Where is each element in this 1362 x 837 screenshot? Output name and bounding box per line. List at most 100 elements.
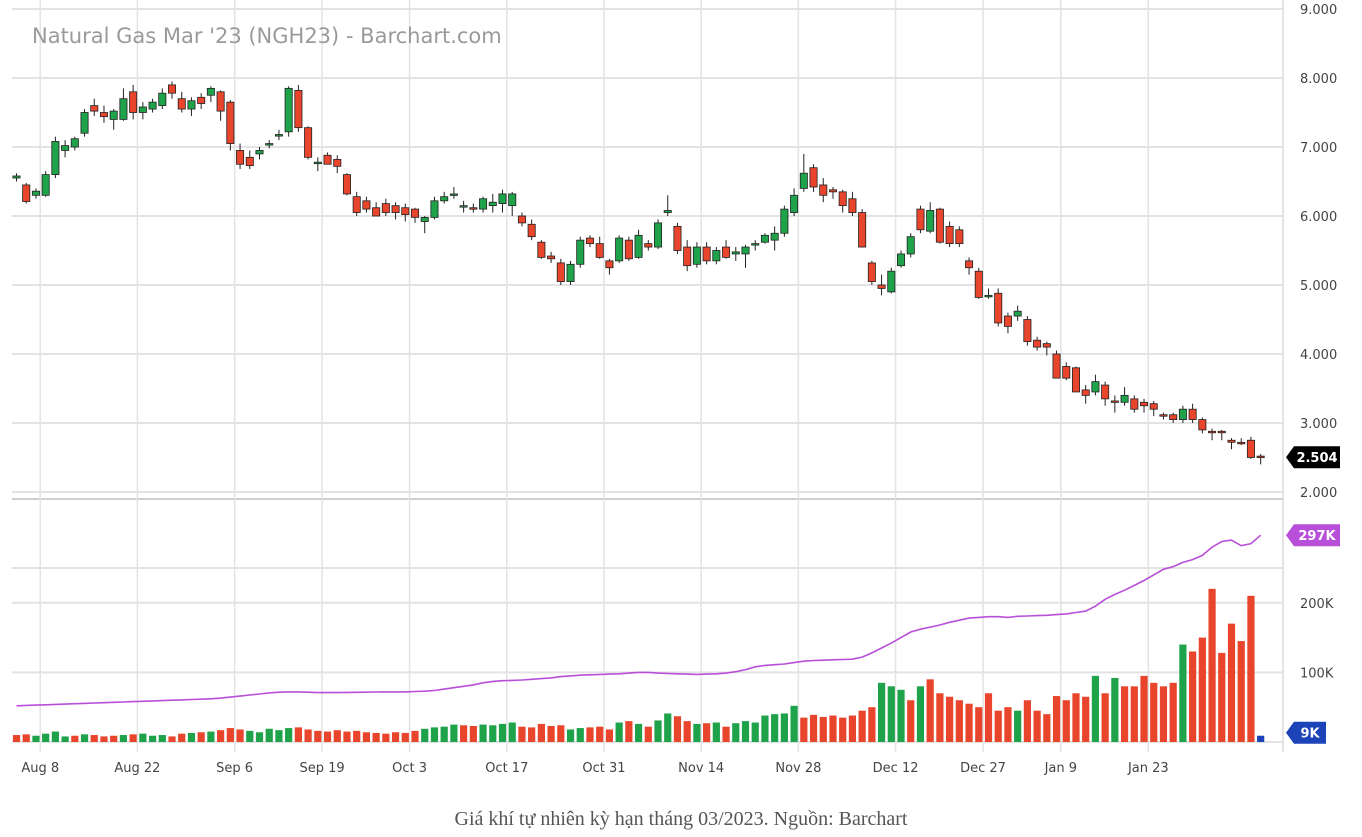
volume-tick-label: 100K [1300,666,1334,681]
volume-bar [294,727,302,742]
date-tick-label: Oct 17 [485,761,528,776]
candle-body [284,87,293,133]
volume-bar [809,714,818,742]
candle-body [265,143,274,146]
candle-body [537,241,546,258]
volume-bar [32,735,40,742]
volume-bar [732,723,740,742]
candle-body [226,101,235,144]
price-tick-label: 5.000 [1300,279,1337,294]
volume-bar [168,736,176,742]
candle-body [440,196,449,202]
volume-bar [1014,710,1022,742]
volume-bar [615,722,623,742]
candle-body [683,246,692,267]
candle-body [576,239,585,265]
candle-body [615,237,624,262]
volume-bar [1247,595,1255,742]
candle-body [1169,414,1178,420]
candle-body [187,100,196,110]
figure-caption: Giá khí tự nhiên kỳ hạn tháng 03/2023. N… [454,808,908,830]
volume-bar [887,686,895,742]
volume-bar [771,714,779,742]
volume-bar [926,679,934,742]
candle-body [1023,319,1032,342]
candle-body [31,190,40,196]
candle-body [1149,403,1158,410]
candle-body [760,234,769,243]
volume-bar [1120,686,1129,742]
candlesticks [12,81,1265,465]
candle-body [362,200,371,210]
volume-bar [907,700,915,742]
candle-body [517,215,526,224]
volume-bar [508,722,516,742]
candle-body [148,101,157,110]
volume-bar [1111,677,1119,742]
volume-bar [71,735,79,742]
volume-bar [42,733,50,742]
volume-bar [1043,714,1051,742]
volume-bar [51,731,59,742]
candle-body [965,260,974,269]
candle-body [1120,394,1129,403]
candle-body [1081,389,1090,396]
candle-body [984,294,993,298]
axes: 2.000 3.000 4.000 5.000 6.000 7.000 8.000 9.000… [21,3,1340,776]
grid [12,0,1284,752]
candle-body [692,246,701,265]
candle-body [1130,398,1139,410]
candle-body [119,98,128,120]
candle-body [945,225,954,245]
volume-bar [751,722,759,742]
candle-body [411,208,420,218]
volume-bar [829,715,837,742]
candle-body [877,284,886,289]
candle-body [906,236,915,255]
candle-body [1237,441,1246,445]
volume-bar [1169,682,1177,742]
volume-bar [858,710,866,742]
volume-bar [975,707,983,742]
candle-body [867,262,876,282]
candle-body [955,229,964,245]
date-tick-label: Dec 12 [873,761,919,776]
volume-bar [1130,686,1138,742]
date-tick-label: Sep 6 [216,761,253,776]
candle-body [469,207,478,210]
volume-bar [634,723,643,742]
volume-bar [1101,693,1109,742]
date-tick-label: Aug 8 [21,761,59,776]
candle-body [527,223,536,238]
volume-bar [586,727,594,742]
date-tick-label: Dec 27 [960,761,1006,776]
volume-bar [800,717,808,742]
candle-body [838,191,847,207]
date-tick-label: Oct 31 [582,761,625,776]
volume-bar [1082,696,1090,742]
candle-body [1178,408,1187,420]
candle-body [974,270,983,298]
volume-bar [839,717,847,742]
volume-bar [265,728,273,742]
candle-body [935,208,944,243]
last-price-badge-shape [1286,446,1340,469]
volume-bar [547,725,555,742]
candle-body [1052,353,1061,379]
candle-body [1246,439,1255,458]
volume-bar [304,729,312,742]
volume-bar [372,732,380,742]
candle-body [634,234,643,258]
candle-body [722,246,731,258]
volume-badge-text: 9K [1300,727,1320,742]
volume-bar [343,731,351,742]
volume-bar [391,732,400,742]
volume-bar [285,728,293,742]
candle-body [304,127,313,158]
open-interest-line [16,534,1262,707]
volume-bar [664,713,672,742]
volume-bar [693,723,701,742]
candle-body [926,210,935,232]
volume-bar [197,732,205,742]
